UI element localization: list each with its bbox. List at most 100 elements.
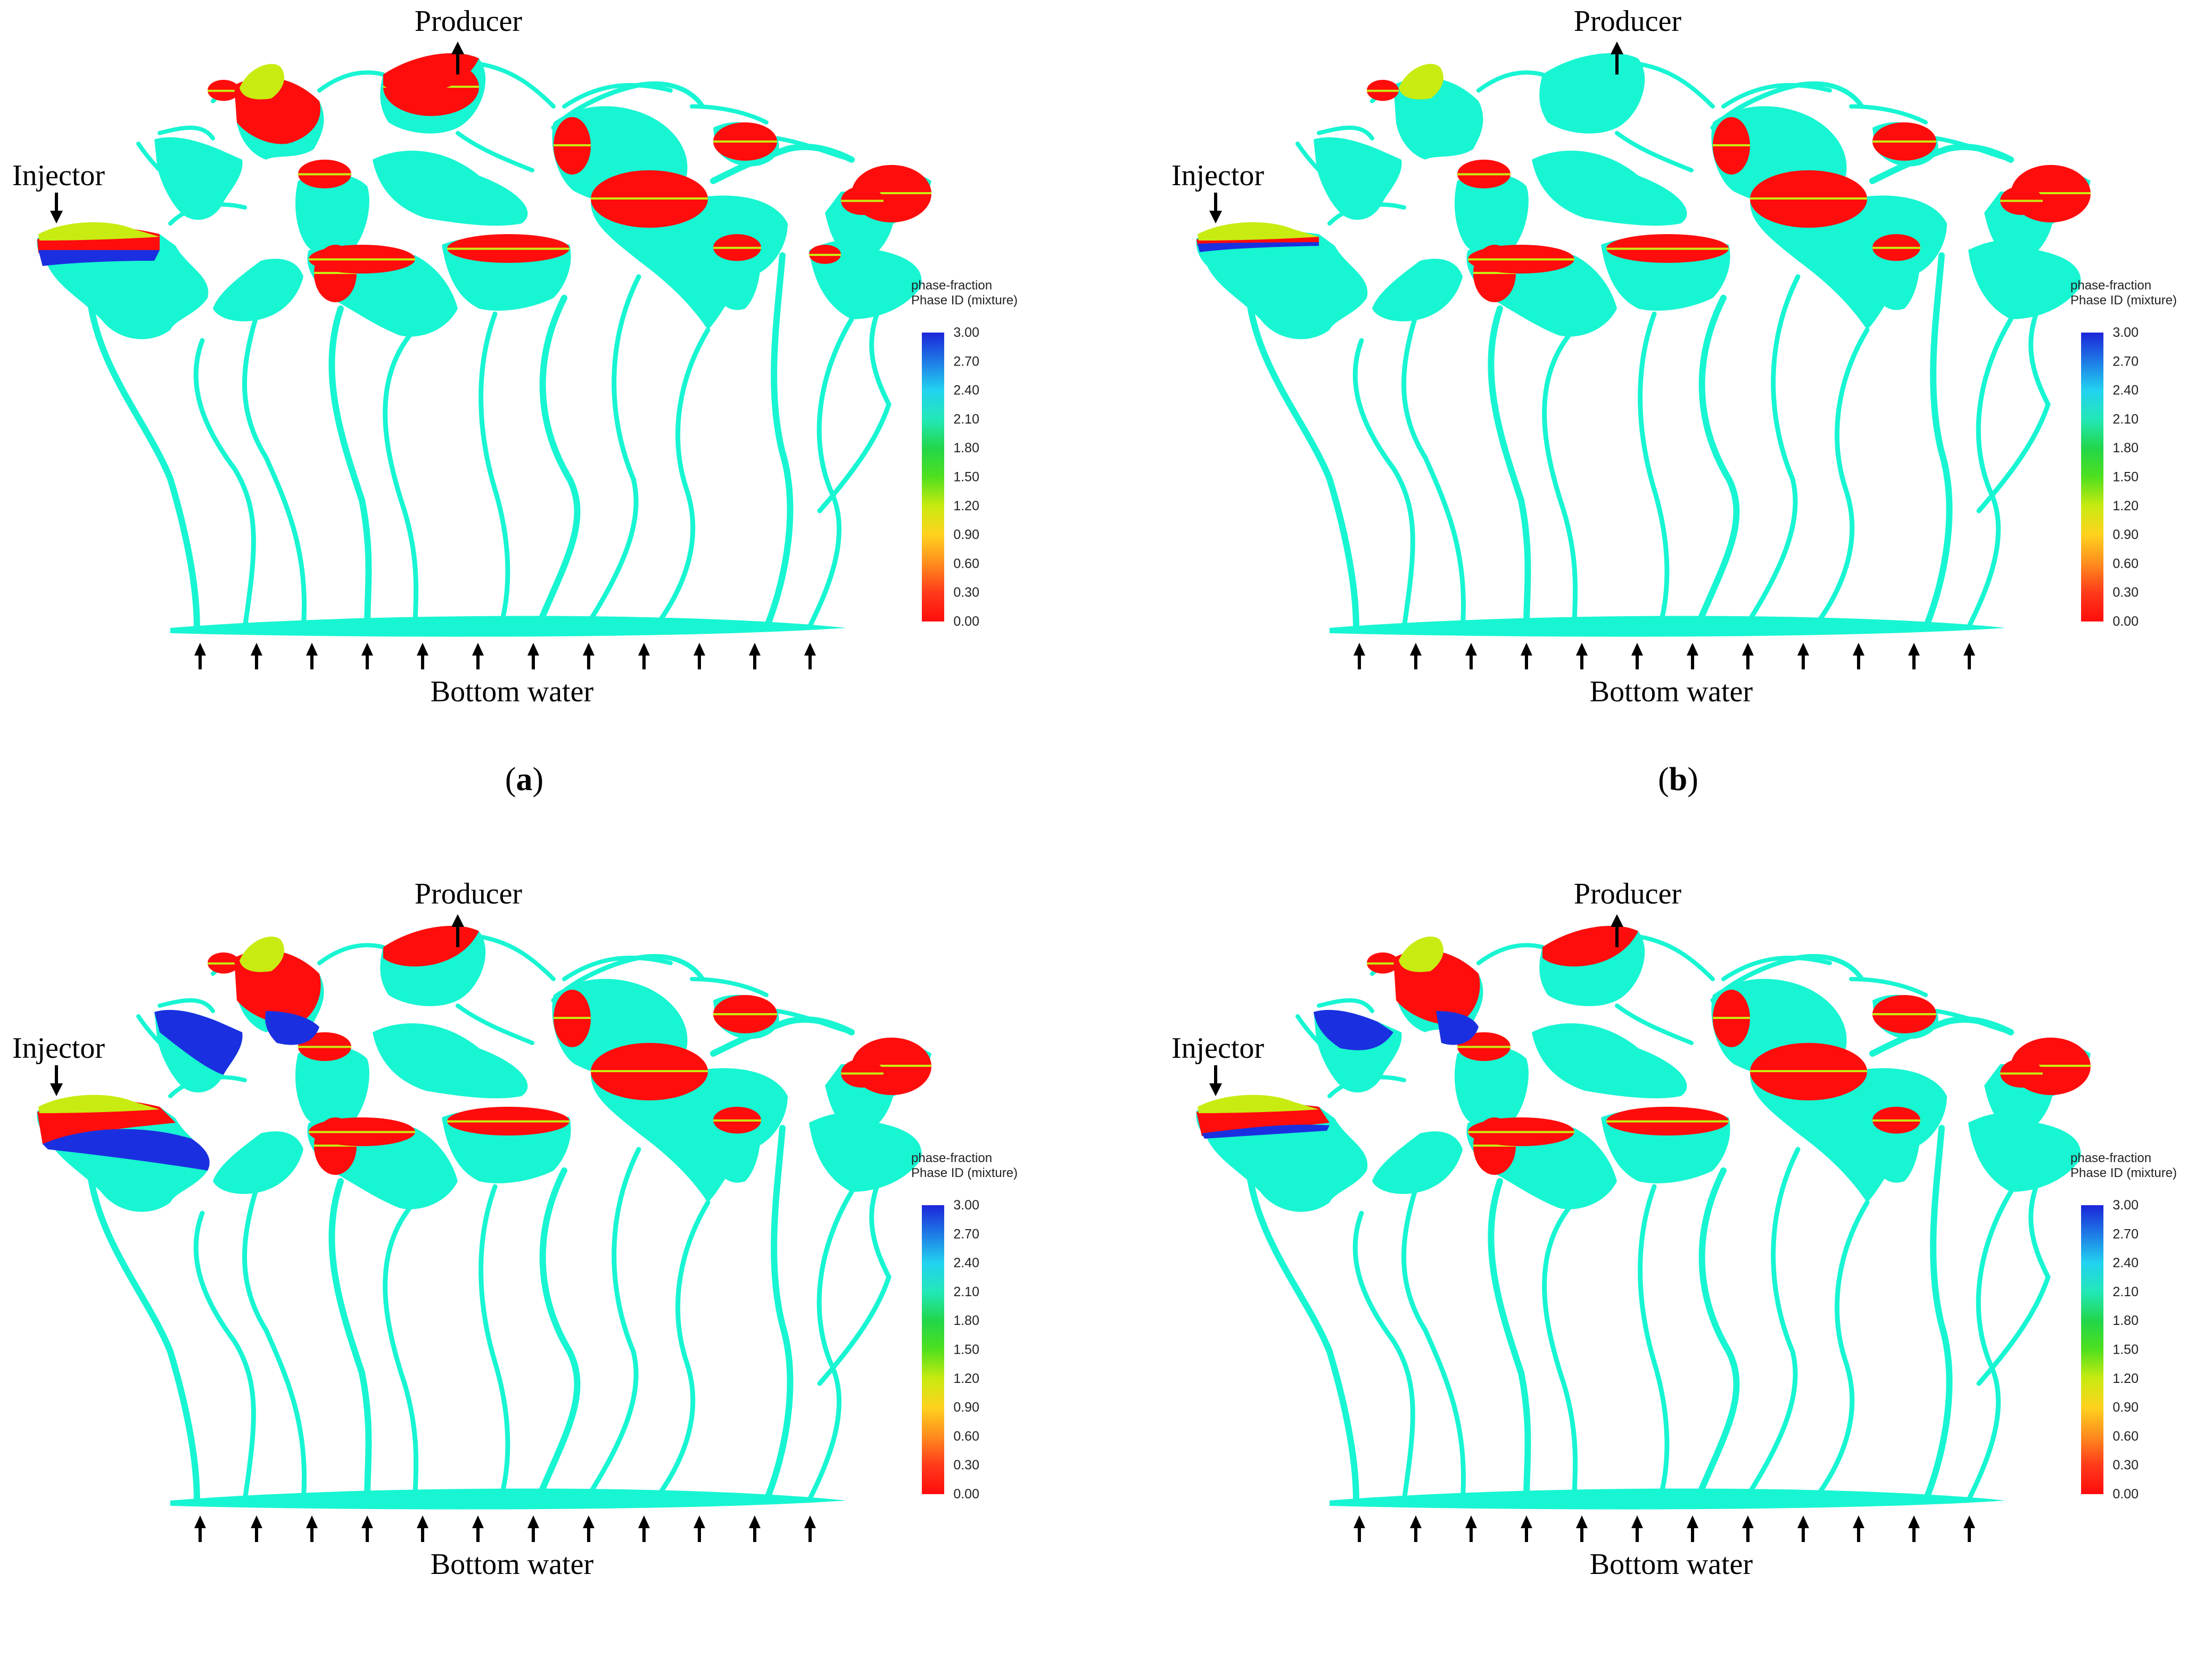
bottom-water-arrow-icon xyxy=(1353,643,1365,669)
pore-throat xyxy=(1849,977,1928,997)
oil-water-contact xyxy=(713,140,777,143)
pore-network xyxy=(1196,53,2091,637)
flow-channel xyxy=(652,1200,711,1503)
legend-tick: 1.50 xyxy=(2112,1342,2139,1357)
legend-tick: 0.90 xyxy=(953,527,979,542)
panel-d: Producer Injector Bottom water phase-fracti… xyxy=(1159,873,2212,1666)
bottom-water-arrow-icon xyxy=(1631,643,1643,669)
flow-channel xyxy=(383,1205,419,1503)
oil-water-contact xyxy=(1713,1017,1750,1019)
oil-water-contact xyxy=(809,254,841,256)
flow-channel xyxy=(583,1147,641,1503)
oil-water-contact xyxy=(1457,173,1511,176)
gas-cap xyxy=(240,64,284,100)
injector-label: Injector xyxy=(1171,159,1264,192)
bottom-water-arrow-icon xyxy=(694,1515,705,1542)
pore-throat xyxy=(158,998,215,1013)
pore-6 xyxy=(373,151,528,226)
gas-cap xyxy=(38,222,160,241)
bottom-water-arrow-icon xyxy=(1908,643,1920,669)
legend-tick: 2.70 xyxy=(953,1226,979,1241)
bottom-water-arrow-icon xyxy=(1465,643,1477,669)
oil-water-contact xyxy=(554,1017,591,1019)
legend-tick: 2.70 xyxy=(2112,1226,2139,1241)
flow-channel xyxy=(1488,305,1531,631)
pore-6 xyxy=(1532,1023,1687,1099)
pore-throat xyxy=(1934,136,2013,162)
bottom-water-label: Bottom water xyxy=(1590,1548,1753,1581)
bottom-water-arrow-icon xyxy=(1521,643,1532,669)
flow-channel xyxy=(763,1125,794,1504)
pore-throat xyxy=(456,131,534,172)
legend-tick: 0.60 xyxy=(953,1429,979,1444)
bottom-water-arrow-icon xyxy=(527,643,539,669)
oil-water-contact xyxy=(309,1131,415,1133)
legend-tick: 3.00 xyxy=(953,1198,979,1213)
bottom-water-arrow-icon xyxy=(306,643,318,669)
bottom-water-arrow-icon xyxy=(1963,1515,1975,1542)
oil-water-contact xyxy=(1872,246,1920,249)
gas-cap xyxy=(38,1095,160,1113)
bottom-water-arrow-icon xyxy=(638,1515,650,1542)
pore-16 xyxy=(713,1115,761,1183)
bottom-water-label: Bottom water xyxy=(431,1548,594,1581)
oil-water-contact xyxy=(1468,258,1574,261)
bottom-aquifer xyxy=(1330,616,2005,637)
pore-network xyxy=(1196,926,2091,1510)
oil-water-contact xyxy=(1367,89,1399,92)
legend-tick: 0.30 xyxy=(2112,1458,2139,1473)
pore-14 xyxy=(1372,259,1463,321)
legend-tick: 1.80 xyxy=(953,1313,979,1328)
legend-tick: 0.00 xyxy=(2112,614,2139,629)
oil-water-contact xyxy=(591,197,708,200)
legend-tick: 1.50 xyxy=(953,1342,979,1357)
bottom-water-arrow-icon xyxy=(1576,1515,1588,1542)
legend-tick: 0.30 xyxy=(2112,585,2139,600)
legend-tick: 2.40 xyxy=(2112,1256,2139,1271)
legend-tick: 1.20 xyxy=(2112,1371,2139,1386)
pore-throat xyxy=(1934,1009,2013,1034)
legend-subtitle: Phase ID (mixture) xyxy=(911,293,1018,308)
oil-water-contact xyxy=(1872,140,1936,143)
caption-a: (a) xyxy=(505,761,544,798)
oil-water-contact xyxy=(1473,1145,1516,1147)
injector-region xyxy=(37,926,479,1171)
legend-tick: 0.30 xyxy=(953,585,979,600)
oil-water-contact xyxy=(1473,272,1516,274)
oil-water-contact xyxy=(2011,192,2091,194)
pore-throat xyxy=(1721,956,1832,981)
oil-water-contact xyxy=(1367,962,1399,965)
producer-label: Producer xyxy=(415,5,523,38)
injector-label: Injector xyxy=(1171,1032,1264,1065)
bottom-water-arrow-icon xyxy=(472,643,484,669)
flow-channel xyxy=(1488,1178,1531,1504)
oil-water-contact xyxy=(2000,200,2043,202)
producer-arrow-icon xyxy=(451,42,464,74)
legend-tick: 0.00 xyxy=(953,614,979,629)
panel-c: Producer Injector Bottom water phase-fracti… xyxy=(0,873,1106,1666)
bottom-water-arrow-icon xyxy=(194,643,206,669)
legend-tick: 1.20 xyxy=(2112,499,2139,513)
legend-tick: 2.10 xyxy=(953,412,979,427)
flow-channel xyxy=(1966,1189,2013,1503)
bottom-water-arrow-icon xyxy=(1576,643,1588,669)
flow-channel xyxy=(534,1167,581,1504)
legend-tick: 1.80 xyxy=(953,441,979,455)
pore-5 xyxy=(1455,173,1529,257)
flow-channel xyxy=(1638,311,1670,631)
oil-water-contact xyxy=(1606,1120,1729,1123)
flow-channel xyxy=(1811,1200,1870,1503)
producer-label: Producer xyxy=(1574,877,1682,910)
gas-cap xyxy=(1399,936,1443,972)
legend-tick: 0.00 xyxy=(2112,1487,2139,1502)
flow-channel xyxy=(1401,317,1466,631)
legend-tick: 2.10 xyxy=(2112,1284,2139,1299)
flow-channel xyxy=(328,1178,372,1504)
legend-tick: 1.50 xyxy=(2112,470,2139,485)
bottom-water-arrow-icon xyxy=(1410,1515,1422,1542)
oil-water-contact xyxy=(298,173,351,176)
flow-channel xyxy=(1966,317,2013,631)
flow-channel xyxy=(763,252,794,631)
figure: Producer Injector Bottom water phase-fracti… xyxy=(12,5,2177,1581)
